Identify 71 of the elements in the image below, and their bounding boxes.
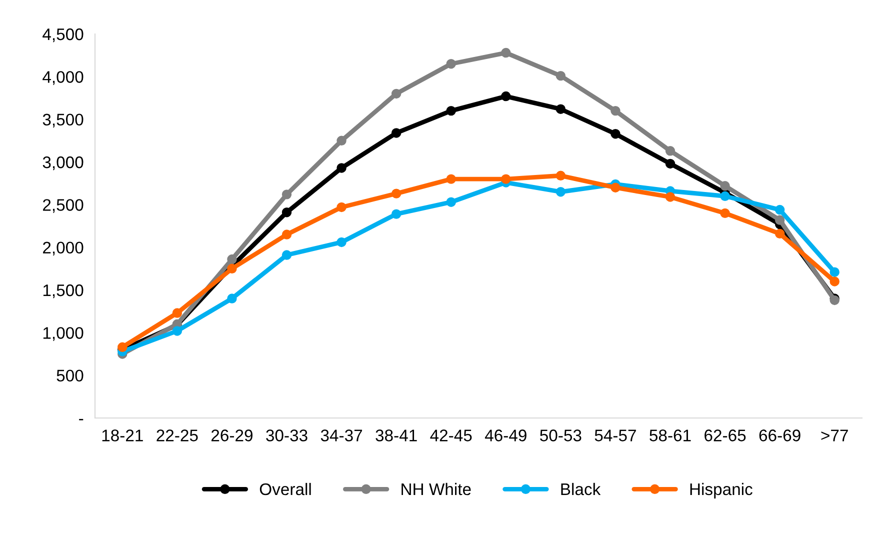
point: [446, 59, 456, 69]
point: [720, 191, 730, 201]
point: [391, 128, 402, 138]
point: [556, 187, 566, 197]
x-tick-label: 22-25: [156, 430, 198, 442]
point: [282, 250, 292, 260]
point: [227, 264, 237, 274]
legend-label: NH White: [402, 482, 471, 496]
point: [665, 192, 676, 202]
x-tick-label: 18-21: [102, 430, 143, 442]
point: [774, 204, 785, 215]
y-tick-label: 3,500: [42, 114, 84, 128]
point: [172, 308, 182, 318]
point: [336, 237, 346, 248]
point: [610, 106, 620, 116]
x-tick-label: 34-37: [320, 430, 362, 442]
x-tick-label: 62-65: [704, 430, 746, 442]
point: [501, 174, 511, 184]
point: [282, 190, 292, 200]
x-tick-label: 42-45: [430, 430, 472, 442]
legend-label: Overall: [260, 482, 311, 496]
point: [556, 70, 566, 81]
legend-label: Hispanic: [690, 482, 752, 498]
x-tick-label: 66-69: [759, 430, 800, 442]
point: [391, 88, 402, 99]
point: [336, 163, 346, 173]
y-tick-label: 2,000: [43, 242, 84, 256]
x-tick-label: 30-33: [266, 430, 308, 442]
x-tick-label: 46-49: [484, 430, 526, 442]
point: [282, 230, 292, 240]
point: [227, 294, 237, 304]
y-tick-label: 2,500: [43, 199, 84, 213]
point: [830, 267, 840, 277]
x-tick-label: 50-53: [540, 430, 582, 442]
point: [336, 136, 346, 146]
point: [446, 197, 456, 207]
point: [720, 208, 730, 218]
y-tick-label: 4,000: [42, 71, 84, 85]
x-tick-label: 38-41: [376, 430, 417, 442]
point: [501, 48, 511, 58]
point: [446, 106, 456, 116]
point: [610, 128, 620, 139]
point: [610, 182, 620, 192]
point: [665, 146, 676, 156]
point: [556, 170, 566, 181]
point: [774, 215, 785, 225]
y-tick-label: 3,000: [42, 156, 84, 170]
legend-label: Black: [561, 482, 601, 496]
point: [556, 104, 566, 114]
point: [172, 326, 182, 336]
x-tick-label: 54-57: [594, 430, 636, 442]
point: [720, 181, 730, 191]
point: [282, 207, 292, 218]
point: [446, 174, 456, 184]
point: [391, 188, 402, 198]
point: [830, 276, 840, 286]
y-tick-label: 1,000: [43, 327, 84, 341]
x-tick-label: 26-29: [211, 430, 252, 442]
point: [391, 209, 402, 219]
y-tick-label: 500: [56, 370, 84, 382]
x-tick-label: 58-61: [650, 430, 691, 442]
point: [501, 91, 511, 102]
point: [118, 342, 128, 352]
y-tick-label: -: [79, 418, 84, 420]
point: [336, 202, 346, 212]
y-tick-label: 1,500: [43, 284, 84, 298]
point: [774, 228, 785, 239]
y-tick-label: 4,500: [42, 28, 84, 42]
point: [665, 158, 676, 169]
point: [227, 254, 237, 264]
x-tick-label: >77: [821, 430, 848, 442]
